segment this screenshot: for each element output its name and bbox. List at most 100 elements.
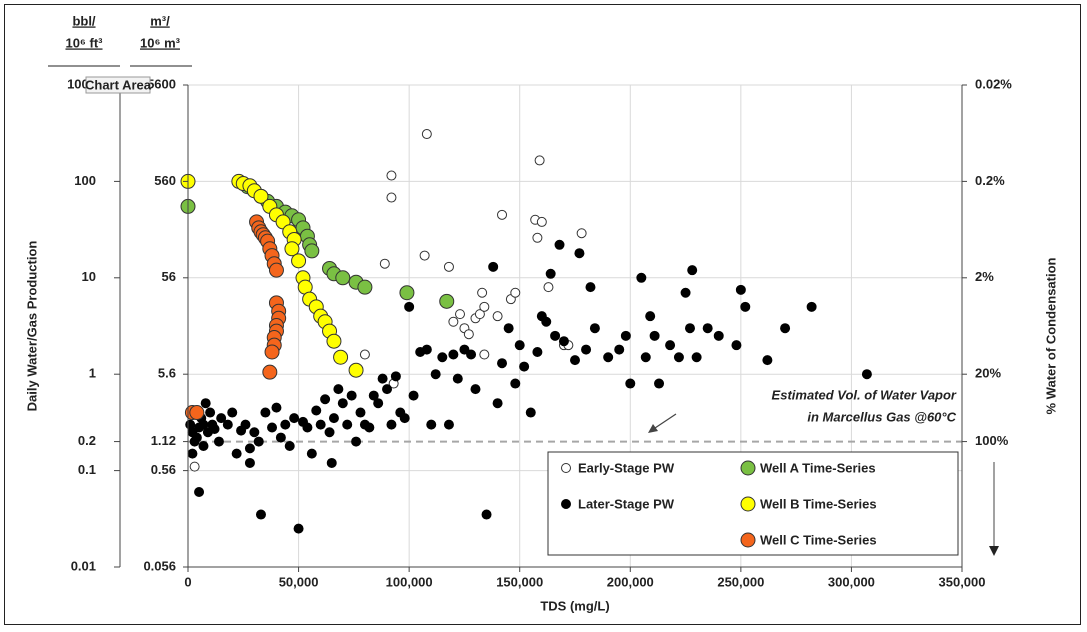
m3-unit: 10⁶ m³ [140, 35, 181, 50]
point [762, 355, 773, 366]
legend-label: Early-Stage PW [578, 460, 675, 475]
point [514, 340, 525, 351]
m3-tick-label: 0.056 [143, 558, 176, 573]
point [459, 344, 470, 355]
point [691, 352, 702, 363]
point [558, 336, 569, 347]
point [205, 407, 216, 418]
point [335, 270, 351, 286]
point [213, 436, 224, 447]
legend-label: Well B Time-Series [760, 496, 877, 511]
point [271, 402, 282, 413]
point [543, 282, 554, 293]
point [479, 349, 490, 360]
point [379, 258, 390, 269]
legend-marker [740, 532, 756, 548]
point [510, 287, 521, 298]
point [625, 378, 636, 389]
y-tick-label: 0.2 [78, 433, 96, 448]
point [479, 301, 490, 312]
point [497, 209, 508, 220]
point [545, 268, 556, 279]
point [448, 349, 459, 360]
point [510, 378, 521, 389]
y2-arrow-head [989, 546, 999, 556]
point [581, 344, 592, 355]
point [216, 413, 227, 424]
point [466, 349, 477, 360]
point [421, 344, 432, 355]
legend-label: Well A Time-Series [760, 460, 876, 475]
m3-tick-label: 5.6 [158, 366, 176, 381]
point [198, 440, 209, 451]
point [534, 155, 545, 166]
point [421, 129, 432, 140]
x-tick-label: 0 [184, 574, 191, 589]
y2-tick-label: 2% [975, 269, 994, 284]
point [386, 192, 397, 203]
annotation-arrowhead [648, 424, 658, 433]
y-tick-label: 0.1 [78, 462, 96, 477]
point [357, 279, 373, 295]
point [443, 419, 454, 430]
point [481, 509, 492, 520]
point [536, 216, 547, 227]
point [311, 405, 322, 416]
point [735, 284, 746, 295]
point [702, 323, 713, 334]
point [249, 427, 260, 438]
point [554, 239, 565, 250]
x-tick-label: 200,000 [607, 574, 654, 589]
point [187, 448, 198, 459]
y-axis-title: Daily Water/Gas Production [24, 241, 39, 412]
point [333, 349, 349, 365]
y2-tick-label: 20% [975, 366, 1001, 381]
point [328, 413, 339, 424]
point [255, 509, 266, 520]
point [740, 301, 751, 312]
point [404, 301, 415, 312]
point [260, 407, 271, 418]
point [470, 384, 481, 395]
y-tick-label: 0.01 [71, 558, 96, 573]
tooltip: Chart Area [85, 77, 152, 92]
x-tick-label: 150,000 [496, 574, 543, 589]
bbl-unit: bbl/ [72, 13, 95, 28]
point [315, 419, 326, 430]
point [337, 398, 348, 409]
point [351, 436, 362, 447]
point [373, 398, 384, 409]
y2-tick-label: 100% [975, 433, 1009, 448]
point [731, 340, 742, 351]
point [200, 398, 211, 409]
x-tick-label: 50,000 [279, 574, 319, 589]
point [227, 407, 238, 418]
point [364, 422, 375, 433]
x-tick-label: 100,000 [386, 574, 433, 589]
point [525, 407, 536, 418]
point [302, 422, 313, 433]
point [399, 413, 410, 424]
point [439, 293, 455, 309]
legend-label: Later-Stage PW [578, 496, 675, 511]
point [645, 311, 656, 322]
point [284, 440, 295, 451]
point [620, 330, 631, 341]
point [253, 188, 269, 204]
point [191, 432, 202, 443]
point [326, 457, 337, 468]
legend-marker [740, 496, 756, 512]
point [589, 323, 600, 334]
point [386, 170, 397, 181]
point [455, 309, 466, 320]
m3-unit: m³/ [150, 13, 170, 28]
point [503, 323, 514, 334]
point [497, 358, 508, 369]
point [189, 405, 205, 421]
point [452, 373, 463, 384]
point [614, 344, 625, 355]
point [359, 349, 370, 360]
legend-marker [561, 499, 571, 509]
point [368, 390, 379, 401]
point [684, 323, 695, 334]
